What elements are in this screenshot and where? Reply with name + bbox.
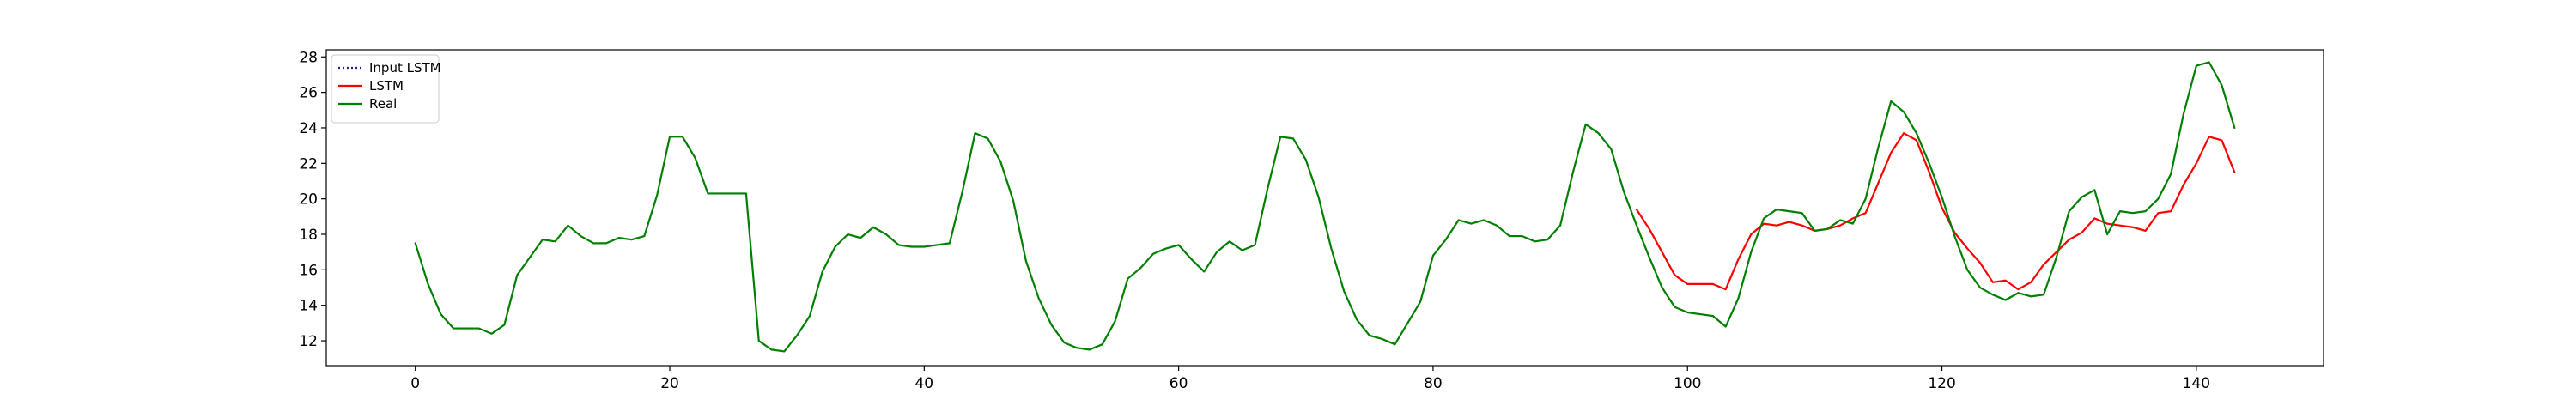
x-tick-label: 60 [1170,375,1188,392]
series-line-lstm [1635,132,2236,291]
legend-label: LSTM [369,78,404,94]
y-tick-label: 24 [299,120,318,137]
y-tick-label: 12 [299,333,318,350]
y-tick-label: 18 [299,227,318,244]
legend-label: Real [369,96,397,112]
legend-items: Input LSTM LSTM Real [338,60,441,112]
x-tick-label: 140 [2183,375,2210,392]
x-tick-label: 40 [914,375,933,392]
x-tick-label: 120 [1928,375,1955,392]
legend-box [331,54,440,124]
y-tick-label: 14 [299,298,318,315]
legend: Input LSTM LSTM Real [331,54,441,124]
x-tick-label: 20 [660,375,679,392]
x-tick-label: 0 [410,375,420,392]
x-tick-label: 100 [1674,375,1701,392]
y-tick-label: 28 [299,49,318,66]
y-tick-label: 22 [299,155,318,173]
plot-frame [325,49,2324,367]
series-line-real [414,61,2236,353]
y-tick-label: 20 [299,191,318,209]
series-layer [414,61,2236,353]
y-tick-label: 26 [299,85,318,102]
y-tick-label: 16 [299,262,318,279]
x-tick-label: 80 [1424,375,1443,392]
axis-layer: 0 20 40 60 80 100 120 140 12 14 16 18 20 22 24 26 28 [299,49,2210,392]
legend-label: Input LSTM [369,60,441,76]
